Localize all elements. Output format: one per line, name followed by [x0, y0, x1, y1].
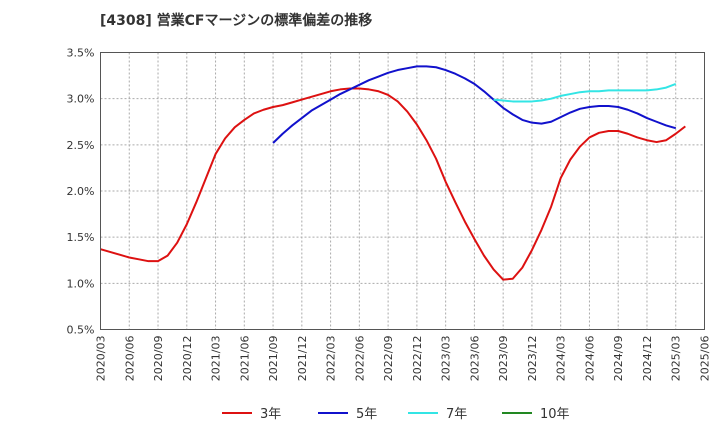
x-tick-label: 2023/06 — [468, 336, 481, 382]
y-tick-label: 2.5% — [67, 139, 95, 152]
x-tick-label: 2020/12 — [181, 336, 194, 382]
x-tick-label: 2021/06 — [238, 336, 251, 382]
x-tick-label: 2023/03 — [440, 336, 453, 382]
y-axis: 0.5% 1.0% 1.5% 2.0% 2.5% 3.0% 3.5% — [67, 47, 95, 337]
y-tick-label: 3.5% — [67, 47, 95, 60]
x-tick-label: 2024/09 — [612, 336, 625, 382]
x-tick-label: 2024/06 — [583, 336, 596, 382]
y-tick-label: 0.5% — [67, 324, 95, 337]
x-tick-label: 2022/06 — [353, 336, 366, 382]
legend-label-2: 5年 — [356, 407, 377, 422]
series-line-2 — [272, 65, 677, 144]
x-tick-label: 2022/12 — [411, 336, 424, 382]
y-tick-label: 1.5% — [67, 231, 95, 244]
y-tick-label: 1.0% — [67, 277, 95, 290]
y-tick-label: 2.0% — [67, 185, 95, 198]
x-tick-label: 2023/12 — [526, 336, 539, 382]
grid — [100, 52, 705, 330]
legend-label-3: 7年 — [446, 407, 467, 422]
x-tick-label: 2020/09 — [152, 336, 165, 382]
x-tick-label: 2020/06 — [123, 336, 136, 382]
x-tick-label: 2021/12 — [296, 336, 309, 382]
legend-label-1: 3年 — [260, 407, 281, 422]
x-tick-label: 2024/12 — [641, 336, 654, 382]
y-tick-label: 3.0% — [67, 93, 95, 106]
series-line-1 — [100, 87, 686, 281]
x-tick-label: 2020/03 — [95, 336, 108, 382]
x-tick-label: 2025/06 — [699, 336, 712, 382]
legend: 3年 5年 7年 10年 — [222, 407, 570, 422]
x-tick-label: 2024/03 — [555, 336, 568, 382]
plot-frame — [100, 52, 705, 330]
x-tick-label: 2021/09 — [267, 336, 280, 382]
x-tick-label: 2022/03 — [325, 336, 338, 382]
x-tick-label: 2023/09 — [497, 336, 510, 382]
series-line-3 — [493, 82, 677, 103]
legend-label-4: 10年 — [540, 407, 570, 422]
x-tick-label: 2022/09 — [382, 336, 395, 382]
chart-title: [4308] 営業CFマージンの標準偏差の推移 — [100, 12, 372, 29]
x-tick-label: 2025/03 — [670, 336, 683, 382]
x-tick-label: 2021/03 — [210, 336, 223, 382]
series-lines — [100, 65, 686, 281]
x-axis: 2020/03 2020/06 2020/09 2020/12 2021/03 2021/… — [95, 336, 712, 382]
